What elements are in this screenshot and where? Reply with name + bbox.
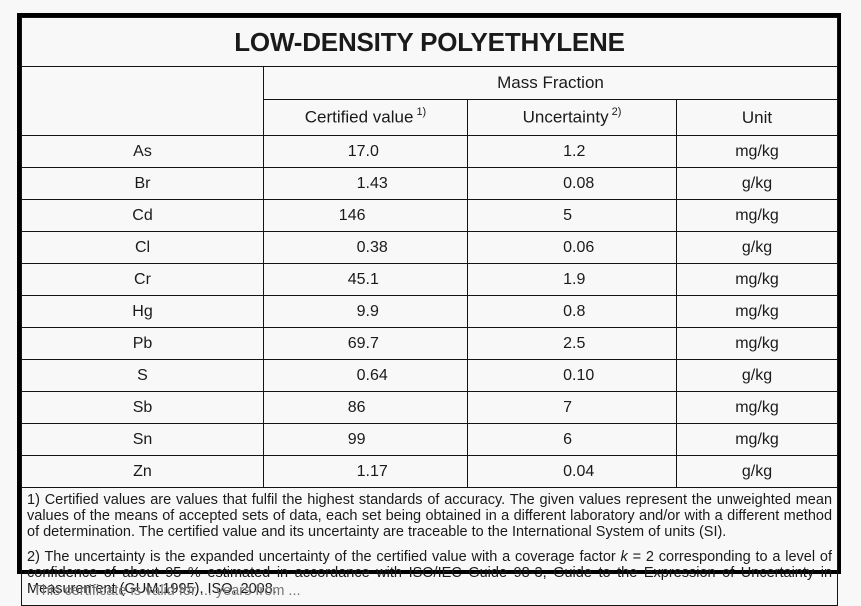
title-row: LOW-DENSITY POLYETHYLENE: [20, 17, 839, 67]
unit: mg/kg: [675, 391, 839, 424]
table-row: Sn 99 6 mg/kg: [21, 423, 839, 456]
uncertainty-value: 7: [467, 391, 677, 424]
certified-value: 0.64: [263, 359, 468, 392]
group-header-row: Mass Fraction: [21, 66, 839, 136]
page-title: LOW-DENSITY POLYETHYLENE: [20, 17, 839, 67]
table-row: Pb 69.7 2.5 mg/kg: [21, 327, 839, 360]
column-header-certified-value: Certified value 1): [263, 99, 468, 136]
element-symbol: Sn: [21, 423, 264, 456]
table-row: S 0.64 0.10 g/kg: [21, 359, 839, 392]
certified-value: 45.1: [263, 263, 468, 296]
certified-value: 0.38: [263, 231, 468, 264]
uncertainty-label: Uncertainty: [522, 107, 609, 127]
certificate-table-frame: LOW-DENSITY POLYETHYLENE Mass Fraction C…: [17, 13, 841, 606]
footnote-ref-2: 2): [611, 106, 622, 119]
unit: g/kg: [675, 231, 839, 264]
column-header-unit: Unit: [675, 99, 839, 136]
uncertainty-value: 1.2: [467, 135, 677, 168]
element-symbol: Zn: [21, 455, 264, 488]
certified-value: 86: [263, 391, 468, 424]
uncertainty-value: 0.08: [467, 167, 677, 200]
table-row: Cd 146 5 mg/kg: [21, 199, 839, 232]
footnote-2-pre: 2) The uncertainty is the expanded uncer…: [27, 548, 621, 565]
validity-note-truncated: This certificate is valid for ... years …: [33, 583, 301, 599]
element-symbol: Br: [21, 167, 264, 200]
group-header-mass-fraction: Mass Fraction: [262, 66, 839, 100]
element-symbol: Pb: [21, 327, 264, 360]
uncertainty-value: 2.5: [467, 327, 677, 360]
unit: g/kg: [675, 167, 839, 200]
unit: mg/kg: [675, 295, 839, 328]
element-symbol: Cl: [21, 231, 264, 264]
column-header-uncertainty: Uncertainty 2): [467, 99, 677, 136]
table-row: Br 1.43 0.08 g/kg: [21, 167, 839, 200]
certified-value-label: Certified value: [304, 107, 414, 127]
element-symbol: Sb: [21, 391, 264, 424]
certified-value: 1.43: [263, 167, 468, 200]
element-symbol: Hg: [21, 295, 264, 328]
uncertainty-value: 0.8: [467, 295, 677, 328]
element-symbol: Cd: [21, 199, 264, 232]
element-column-header-empty: [21, 66, 264, 136]
certified-value: 9.9: [263, 295, 468, 328]
certified-value: 146: [263, 199, 468, 232]
unit: g/kg: [675, 359, 839, 392]
uncertainty-value: 6: [467, 423, 677, 456]
footnote-2-italic-k: k: [620, 548, 628, 565]
element-symbol: S: [21, 359, 264, 392]
certified-value: 17.0: [263, 135, 468, 168]
certified-value: 1.17: [263, 455, 468, 488]
element-symbol: Cr: [21, 263, 264, 296]
uncertainty-value: 5: [467, 199, 677, 232]
uncertainty-value: 0.06: [467, 231, 677, 264]
uncertainty-value: 0.04: [467, 455, 677, 488]
certified-value: 69.7: [263, 327, 468, 360]
table-row: Cl 0.38 0.06 g/kg: [21, 231, 839, 264]
table-row: Hg 9.9 0.8 mg/kg: [21, 295, 839, 328]
element-symbol: As: [21, 135, 264, 168]
unit: mg/kg: [675, 199, 839, 232]
footnote-ref-1: 1): [416, 106, 427, 119]
mass-fraction-table: LOW-DENSITY POLYETHYLENE Mass Fraction C…: [20, 17, 839, 606]
unit: mg/kg: [675, 327, 839, 360]
certified-value: 99: [263, 423, 468, 456]
table-row: Cr 45.1 1.9 mg/kg: [21, 263, 839, 296]
unit: mg/kg: [675, 263, 839, 296]
table-row: As 17.0 1.2 mg/kg: [21, 135, 839, 168]
footnotes-row: 1) Certified values are values that fulf…: [20, 486, 839, 606]
unit: mg/kg: [675, 135, 839, 168]
footnote-1: 1) Certified values are values that fulf…: [27, 492, 833, 541]
table-row: Sb 86 7 mg/kg: [21, 391, 839, 424]
footnote-2: 2) The uncertainty is the expanded uncer…: [27, 549, 832, 598]
unit: mg/kg: [675, 423, 839, 456]
table-row: Zn 1.17 0.04 g/kg: [21, 455, 839, 488]
footnotes-cell: 1) Certified values are values that fulf…: [20, 486, 839, 606]
uncertainty-value: 1.9: [467, 263, 677, 296]
uncertainty-value: 0.10: [467, 359, 677, 392]
unit: g/kg: [675, 455, 839, 488]
